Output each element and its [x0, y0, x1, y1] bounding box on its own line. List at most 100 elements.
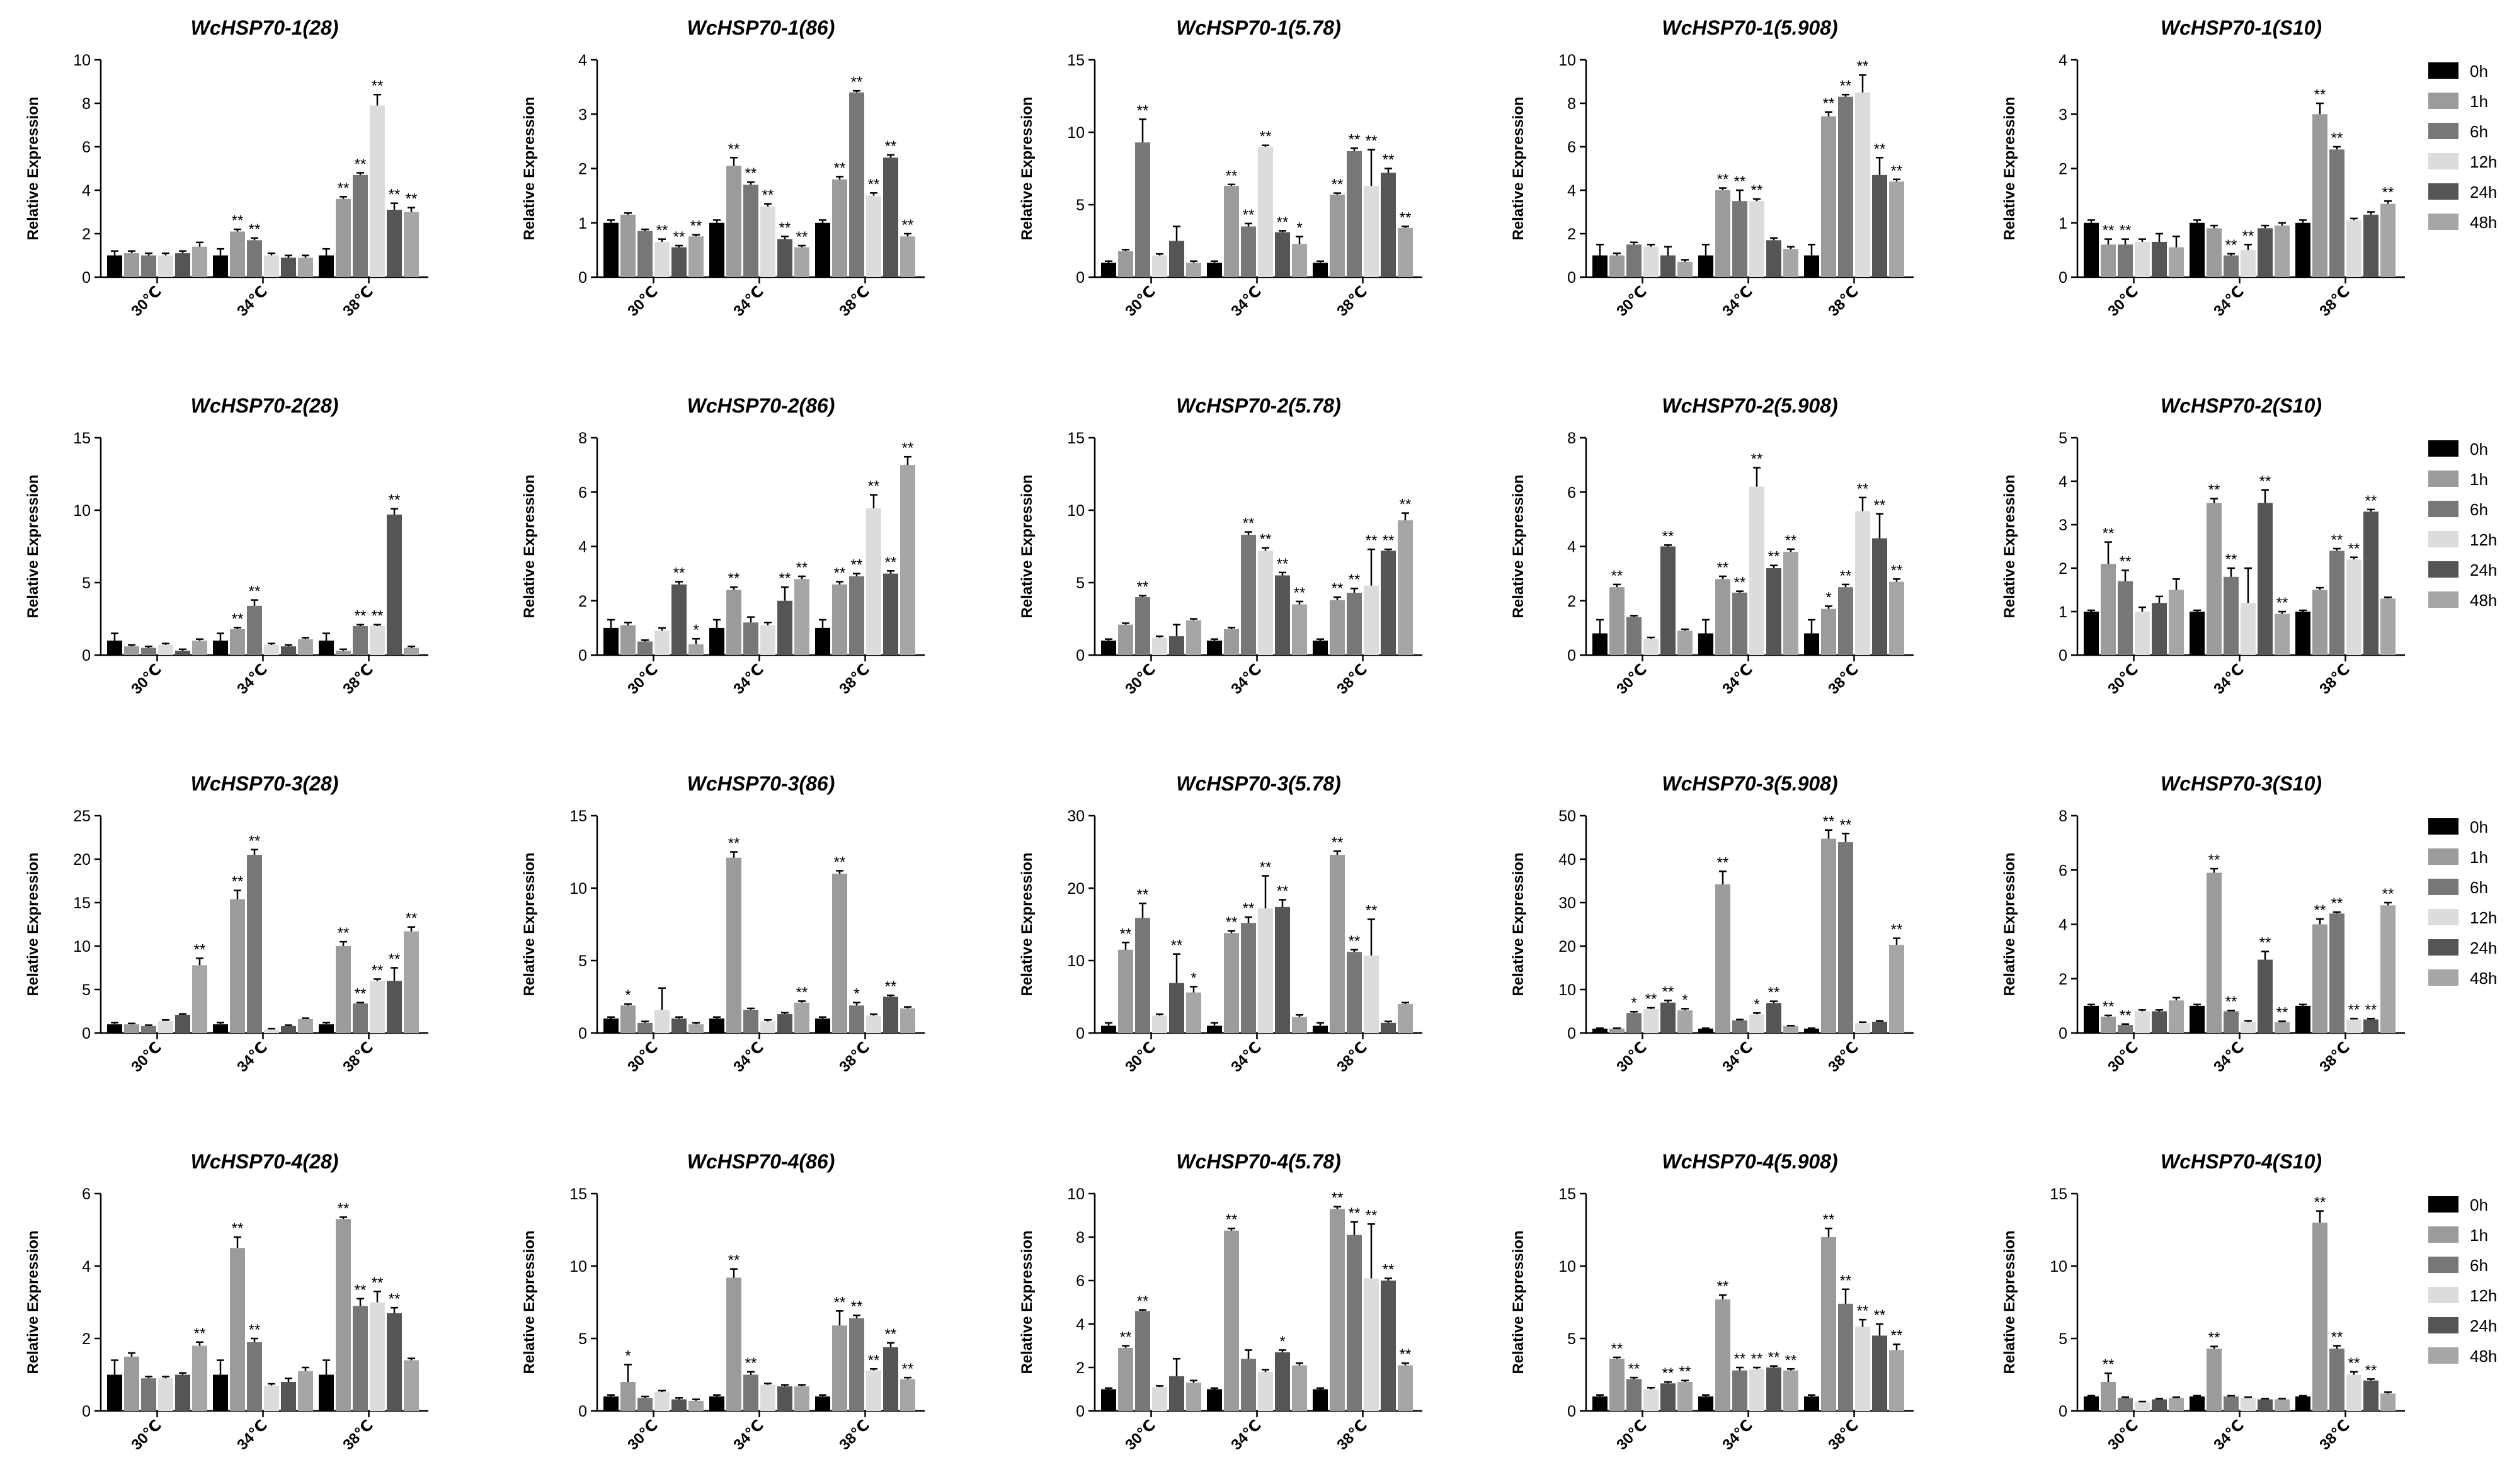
bar-48h: [900, 236, 915, 277]
chart-panel-13: WcHSP70-3(5.78) Relative Expression 0 10 20 3…: [1019, 772, 1422, 1076]
y-tick-label: 10: [73, 938, 91, 956]
bar-0h: [107, 1374, 122, 1411]
bar-6h: [2118, 581, 2133, 655]
x-tick-label: 38℃: [836, 1417, 873, 1454]
bar-12h: [2135, 1402, 2150, 1411]
bar-12h: [1643, 246, 1659, 277]
bar-6h: [141, 255, 156, 277]
significance-mark: **: [1823, 813, 1835, 830]
significance-mark: *: [854, 986, 859, 1003]
bar-24h: [1660, 255, 1676, 277]
bar-48h: [900, 1008, 915, 1033]
y-tick-label: 10: [1067, 952, 1085, 970]
y-tick-label: 15: [1067, 52, 1085, 69]
bar-24h: [1766, 568, 1781, 655]
significance-mark: **: [1277, 882, 1289, 899]
bar-24h: [2363, 1019, 2379, 1033]
y-tick-label: 6: [578, 484, 587, 501]
y-axis-label: Relative Expression: [1510, 852, 1527, 996]
significance-mark: **: [355, 1282, 367, 1299]
bar-6h: [743, 185, 758, 277]
bar-12h: [2241, 1022, 2256, 1033]
legend: 0h 1h 6h 12h 24h 48h: [2428, 62, 2497, 232]
x-tick-label: 38℃: [1333, 1039, 1371, 1076]
x-tick-label: 30℃: [2104, 1039, 2142, 1076]
significance-mark: **: [338, 925, 350, 942]
bar-12h: [370, 981, 385, 1033]
significance-mark: **: [745, 1355, 757, 1372]
significance-mark: **: [1137, 579, 1149, 596]
significance-mark: **: [1628, 1361, 1640, 1378]
y-axis-label: Relative Expression: [1510, 1230, 1527, 1374]
bar-48h: [2380, 905, 2396, 1033]
significance-mark: **: [389, 1291, 401, 1308]
bar-48h: [1783, 552, 1798, 655]
bar-24h: [2258, 228, 2273, 277]
significance-mark: **: [885, 554, 897, 571]
bar-1h: [620, 625, 636, 655]
bar-6h: [2329, 913, 2344, 1033]
bar-12h: [866, 1015, 881, 1033]
y-tick-label: 3: [578, 106, 587, 123]
x-tick-label: 38℃: [340, 1039, 377, 1076]
y-tick-label: 40: [1558, 851, 1576, 869]
bar-12h: [1258, 908, 1273, 1033]
significance-mark: **: [355, 156, 367, 173]
bar-1h: [726, 166, 741, 277]
bar-0h: [2190, 1396, 2205, 1411]
bar-6h: [141, 648, 156, 655]
bar-24h: [1169, 1376, 1184, 1411]
bar-48h: [2380, 598, 2396, 655]
bar-0h: [815, 627, 830, 655]
y-tick-label: 8: [578, 430, 587, 447]
bar-12h: [2346, 1019, 2361, 1033]
bar-0h: [1804, 633, 1819, 655]
bar-24h: [2363, 511, 2379, 655]
bar-24h: [671, 584, 687, 655]
y-tick-label: 1: [2059, 215, 2067, 232]
significance-mark: **: [673, 565, 685, 582]
bar-48h: [1677, 1010, 1693, 1033]
significance-mark: **: [834, 159, 846, 176]
legend-swatch: [2428, 1226, 2458, 1243]
bar-48h: [1783, 1370, 1798, 1411]
bar-0h: [2084, 222, 2099, 277]
significance-mark: **: [2276, 1004, 2288, 1021]
y-tick-label: 2: [2059, 971, 2067, 988]
bar-12h: [1152, 1387, 1167, 1411]
legend-label: 0h: [2470, 1196, 2488, 1214]
legend-swatch: [2428, 214, 2458, 230]
y-tick-label: 15: [569, 1185, 587, 1203]
bar-24h: [671, 247, 687, 277]
bar-0h: [1207, 641, 1222, 655]
bar-0h: [2295, 222, 2310, 277]
bar-6h: [1135, 918, 1150, 1033]
y-tick-label: 4: [578, 539, 587, 556]
bar-24h: [777, 600, 792, 655]
significance-mark: **: [1349, 1205, 1361, 1222]
y-tick-label: 20: [1558, 938, 1576, 956]
y-tick-label: 8: [1567, 95, 1576, 113]
significance-mark: **: [2103, 222, 2115, 239]
bar-1h: [230, 629, 245, 655]
legend-label: 6h: [2470, 878, 2488, 897]
bar-6h: [353, 626, 368, 655]
bar-48h: [404, 648, 419, 655]
chart-panel-5: WcHSP70-1(S10) Relative Expression 0 1 2 3 4 **…: [2001, 16, 2497, 320]
significance-mark: **: [728, 835, 740, 852]
bar-24h: [1169, 983, 1184, 1033]
bar-24h: [387, 981, 402, 1033]
significance-mark: **: [1332, 580, 1344, 597]
y-tick-label: 0: [2059, 1403, 2067, 1420]
significance-mark: *: [1631, 995, 1636, 1012]
legend-label: 12h: [2470, 152, 2497, 171]
bar-1h: [1330, 855, 1345, 1033]
bar-0h: [1101, 1389, 1116, 1411]
significance-mark: **: [1785, 532, 1797, 549]
bar-48h: [1889, 581, 1904, 655]
bar-6h: [1241, 1359, 1256, 1411]
significance-mark: **: [762, 187, 774, 204]
y-axis-label: Relative Expression: [1019, 96, 1036, 240]
y-tick-label: 0: [82, 269, 91, 287]
